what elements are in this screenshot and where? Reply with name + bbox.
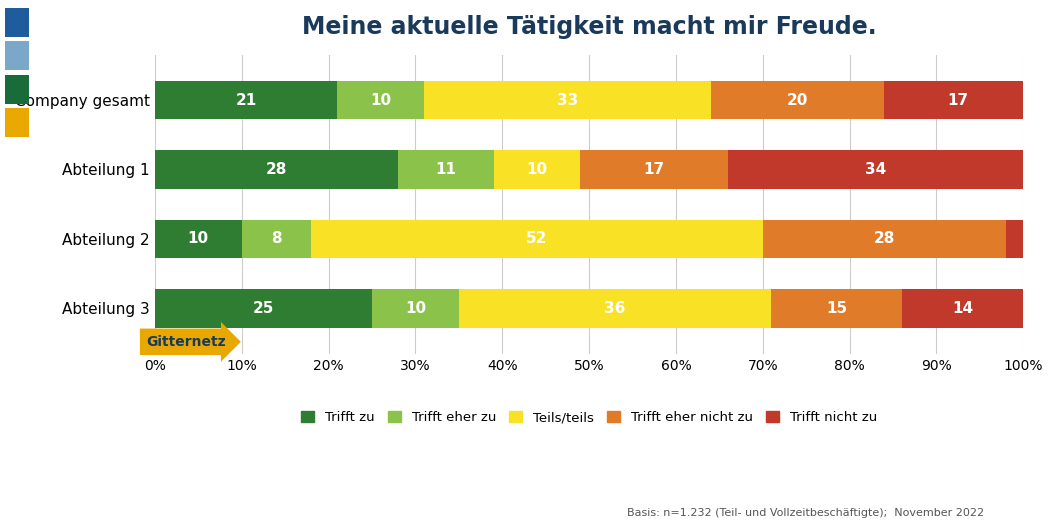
Bar bbox=[763, 220, 1006, 258]
Bar bbox=[154, 220, 241, 258]
Bar bbox=[154, 150, 398, 189]
Text: 28: 28 bbox=[266, 162, 287, 177]
Text: Gitternetz: Gitternetz bbox=[146, 335, 225, 349]
Text: 10: 10 bbox=[187, 232, 208, 247]
Text: 17: 17 bbox=[643, 162, 664, 177]
Bar bbox=[493, 150, 581, 189]
Bar bbox=[154, 81, 338, 119]
Text: 10: 10 bbox=[370, 93, 391, 107]
Text: 33: 33 bbox=[557, 93, 578, 107]
Text: 21: 21 bbox=[236, 93, 257, 107]
Bar bbox=[311, 220, 763, 258]
Text: 52: 52 bbox=[526, 232, 548, 247]
Text: 36: 36 bbox=[604, 301, 625, 316]
Title: Meine aktuelle Tätigkeit macht mir Freude.: Meine aktuelle Tätigkeit macht mir Freud… bbox=[302, 15, 876, 39]
Text: 25: 25 bbox=[253, 301, 274, 316]
Text: 8: 8 bbox=[271, 232, 281, 247]
Text: 11: 11 bbox=[435, 162, 456, 177]
Bar bbox=[901, 289, 1023, 327]
Bar bbox=[154, 289, 372, 327]
Legend: Trifft zu, Trifft eher zu, Teils/teils, Trifft eher nicht zu, Trifft nicht zu: Trifft zu, Trifft eher zu, Teils/teils, … bbox=[294, 405, 883, 431]
Bar bbox=[424, 81, 711, 119]
Text: 28: 28 bbox=[874, 232, 895, 247]
Bar bbox=[711, 81, 884, 119]
Bar bbox=[241, 220, 311, 258]
Bar bbox=[884, 81, 1032, 119]
Text: 34: 34 bbox=[865, 162, 887, 177]
Bar bbox=[372, 289, 459, 327]
Text: 15: 15 bbox=[826, 301, 847, 316]
Text: 20: 20 bbox=[787, 93, 808, 107]
Bar bbox=[771, 289, 901, 327]
Text: Basis: n=1.232 (Teil- und Vollzeitbeschäftigte);  November 2022: Basis: n=1.232 (Teil- und Vollzeitbeschä… bbox=[626, 508, 984, 518]
Bar bbox=[581, 150, 728, 189]
Bar bbox=[1006, 220, 1023, 258]
Text: 10: 10 bbox=[527, 162, 547, 177]
Text: 17: 17 bbox=[948, 93, 969, 107]
Text: 10: 10 bbox=[405, 301, 426, 316]
Bar bbox=[338, 81, 424, 119]
Bar bbox=[459, 289, 771, 327]
Bar bbox=[398, 150, 493, 189]
Bar bbox=[728, 150, 1023, 189]
Text: 14: 14 bbox=[952, 301, 973, 316]
